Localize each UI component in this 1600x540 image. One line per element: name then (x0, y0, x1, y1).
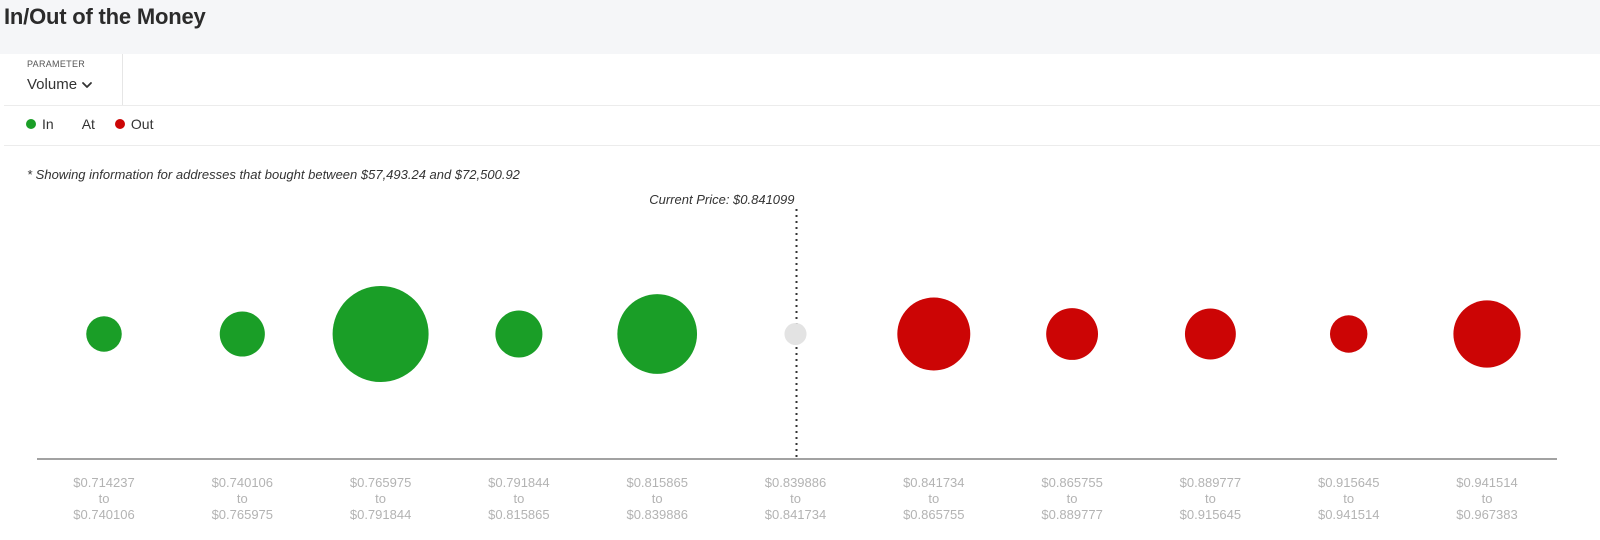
x-tick-label: $0.815865 (626, 475, 687, 490)
bubble-out[interactable] (897, 297, 971, 371)
bubble-in[interactable] (617, 294, 698, 374)
bubble-in[interactable] (332, 286, 429, 382)
x-tick-label: to (1067, 491, 1078, 506)
x-tick-label: $0.765975 (212, 507, 273, 522)
x-tick-label: to (375, 491, 386, 506)
bubble-out[interactable] (1184, 308, 1236, 360)
page-title: In/Out of the Money (4, 4, 206, 29)
x-tick-label: $0.841734 (903, 475, 964, 490)
x-tick-label: $0.915645 (1180, 507, 1241, 522)
x-tick-label: $0.889777 (1180, 475, 1241, 490)
x-tick-label: $0.865755 (1041, 475, 1102, 490)
x-tick-label: $0.889777 (1041, 507, 1102, 522)
x-tick-label: to (1482, 491, 1493, 506)
x-tick-label: $0.791844 (350, 507, 411, 522)
x-tick-label: to (928, 491, 939, 506)
parameter-box: PARAMETER Volume (4, 54, 123, 106)
bubble-in[interactable] (495, 310, 543, 358)
x-tick-label: $0.841734 (765, 507, 826, 522)
x-tick-label: $0.865755 (903, 507, 964, 522)
x-tick-label: $0.714237 (73, 475, 134, 490)
legend-label-at: At (81, 116, 95, 132)
bubble-in[interactable] (86, 316, 122, 352)
current-price-label: Current Price: $0.841099 (649, 192, 794, 207)
legend: In At Out (26, 116, 182, 132)
x-tick-label: $0.839886 (765, 475, 826, 490)
divider (4, 105, 1600, 106)
x-tick-label: $0.915645 (1318, 475, 1379, 490)
bubble-in[interactable] (219, 311, 265, 357)
parameter-label: PARAMETER (27, 59, 86, 69)
parameter-value: Volume (27, 76, 78, 93)
chart-panel: PARAMETER Volume In At Out * Showing inf… (4, 54, 1600, 540)
bubble-chart: Current Price: $0.841099$0.714237to$0.74… (37, 192, 1557, 522)
legend-item-in[interactable]: In (26, 116, 54, 132)
legend-dot-in (26, 119, 36, 129)
legend-item-out[interactable]: Out (114, 116, 154, 132)
bubble-out[interactable] (1453, 300, 1521, 368)
chevron-down-icon (82, 81, 92, 88)
x-tick-label: $0.791844 (488, 475, 549, 490)
x-tick-label: to (1343, 491, 1354, 506)
x-tick-label: $0.967383 (1456, 507, 1517, 522)
info-note: * Showing information for addresses that… (27, 167, 520, 182)
legend-dot-out (114, 119, 125, 129)
legend-label-out: Out (130, 116, 154, 132)
bubble-out[interactable] (1046, 308, 1099, 360)
top-bar: In/Out of the Money (0, 0, 1600, 54)
x-tick-label: $0.740106 (73, 507, 134, 522)
x-tick-label: to (513, 491, 524, 506)
x-tick-label: $0.941514 (1456, 475, 1517, 490)
x-tick-label: $0.740106 (212, 475, 273, 490)
x-tick-label: to (652, 491, 663, 506)
parameter-dropdown[interactable]: Volume (27, 76, 93, 93)
x-tick-label: to (790, 491, 801, 506)
x-tick-label: $0.839886 (626, 507, 687, 522)
x-tick-label: $0.941514 (1318, 507, 1379, 522)
x-tick-label: to (1205, 491, 1216, 506)
x-tick-label: to (99, 491, 110, 506)
x-tick-label: $0.765975 (350, 475, 411, 490)
x-tick-label: $0.815865 (488, 507, 549, 522)
divider (4, 145, 1600, 146)
legend-item-at[interactable]: At (82, 116, 95, 132)
bubble-out[interactable] (1329, 315, 1368, 353)
x-tick-label: to (237, 491, 248, 506)
bubble-at[interactable] (784, 322, 807, 346)
legend-label-in: In (42, 116, 54, 132)
